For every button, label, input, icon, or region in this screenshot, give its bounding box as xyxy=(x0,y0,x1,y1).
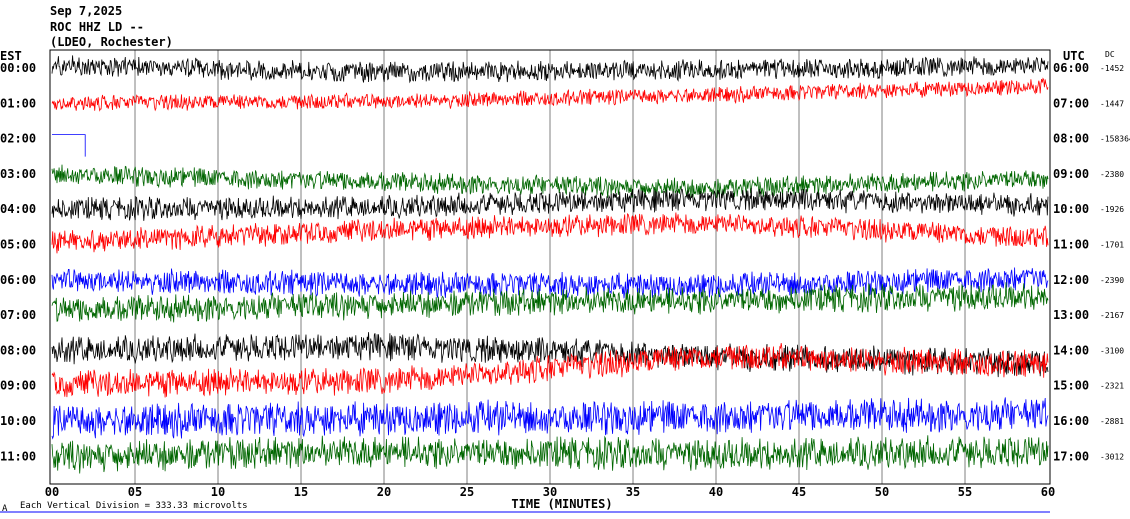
station-label: ROC HHZ LD -- xyxy=(50,20,144,34)
utc-hour-label: 15:00 xyxy=(1053,379,1089,393)
est-hour-label: 05:00 xyxy=(0,238,36,252)
scale-note: Each Vertical Division = 333.33 microvol… xyxy=(20,501,248,511)
utc-hour-label: 11:00 xyxy=(1053,238,1089,252)
dc-offset-label: -2881 xyxy=(1100,417,1124,426)
utc-hour-label: 12:00 xyxy=(1053,273,1089,287)
x-tick-label: 20 xyxy=(377,485,391,499)
dc-offset-label: -2390 xyxy=(1100,276,1124,285)
dc-offset-label: -2321 xyxy=(1100,382,1124,391)
est-hour-label: 04:00 xyxy=(0,202,36,216)
x-tick-label: 00 xyxy=(45,485,59,499)
x-tick-label: 55 xyxy=(958,485,972,499)
dc-offset-label: -3012 xyxy=(1100,452,1124,461)
est-zone-label: EST xyxy=(0,49,22,63)
x-tick-label: 25 xyxy=(460,485,474,499)
utc-hour-label: 17:00 xyxy=(1053,449,1089,463)
x-axis-label: TIME (MINUTES) xyxy=(511,497,612,511)
est-hour-label: 11:00 xyxy=(0,449,36,463)
est-hour-label: 09:00 xyxy=(0,379,36,393)
x-tick-label: 10 xyxy=(211,485,225,499)
dc-offset-label: -2380 xyxy=(1100,170,1124,179)
utc-zone-label: UTC xyxy=(1063,49,1085,63)
est-hour-label: 06:00 xyxy=(0,273,36,287)
trace-0000 xyxy=(51,55,1049,84)
utc-hour-label: 08:00 xyxy=(1053,132,1089,146)
row-labels: 00:00 06:00 -1452 01:00 07:00 -1447 02:00 08:00… xyxy=(0,61,1130,463)
x-tick-label: 05 xyxy=(128,485,142,499)
est-hour-label: 02:00 xyxy=(0,132,36,146)
est-hour-label: 01:00 xyxy=(0,96,36,110)
x-tick-labels: 00 05 10 15 20 25 30 35 40 45 50 55 60 xyxy=(45,485,1055,499)
dc-offset-label: -2167 xyxy=(1100,311,1124,320)
dc-header-label: DC xyxy=(1105,50,1115,59)
dc-offset-label: -1926 xyxy=(1100,205,1124,214)
trace-0300 xyxy=(51,164,1049,199)
trace-0600 xyxy=(51,267,1049,299)
utc-hour-label: 06:00 xyxy=(1053,61,1089,75)
est-hour-label: 07:00 xyxy=(0,308,36,322)
x-tick-label: 30 xyxy=(543,485,557,499)
x-tick-label: 50 xyxy=(875,485,889,499)
utc-hour-label: 09:00 xyxy=(1053,167,1089,181)
network-label: (LDEO, Rochester) xyxy=(50,35,173,49)
utc-hour-label: 07:00 xyxy=(1053,96,1089,110)
utc-hour-label: 16:00 xyxy=(1053,414,1089,428)
est-hour-label: 03:00 xyxy=(0,167,36,181)
trace-0500 xyxy=(51,212,1049,254)
est-hour-label: 00:00 xyxy=(0,61,36,75)
corner-mark: A xyxy=(2,504,8,514)
x-tick-label: 60 xyxy=(1041,485,1055,499)
x-tick-label: 15 xyxy=(294,485,308,499)
date-label: Sep 7,2025 xyxy=(50,4,122,18)
utc-hour-label: 14:00 xyxy=(1053,343,1089,357)
x-tick-label: 45 xyxy=(792,485,806,499)
est-hour-label: 10:00 xyxy=(0,414,36,428)
trace-0100 xyxy=(51,77,1049,112)
dc-offset-label: -1583642 xyxy=(1100,135,1130,144)
x-tick-label: 35 xyxy=(626,485,640,499)
trace-0900 xyxy=(51,343,1049,398)
x-tick-label: 40 xyxy=(709,485,723,499)
trace-0400 xyxy=(51,187,1049,221)
trace-1000 xyxy=(51,397,1049,440)
utc-hour-label: 13:00 xyxy=(1053,308,1089,322)
dc-offset-label: -1701 xyxy=(1100,241,1124,250)
trace-0700 xyxy=(51,282,1049,323)
trace-1100 xyxy=(51,435,1049,474)
est-hour-label: 08:00 xyxy=(0,343,36,357)
utc-hour-label: 10:00 xyxy=(1053,202,1089,216)
trace-group xyxy=(51,55,1049,474)
dc-offset-label: -1452 xyxy=(1100,64,1124,73)
dc-offset-label: -1447 xyxy=(1100,99,1124,108)
trace-0200 xyxy=(52,134,86,157)
dc-offset-label: -3100 xyxy=(1100,346,1124,355)
